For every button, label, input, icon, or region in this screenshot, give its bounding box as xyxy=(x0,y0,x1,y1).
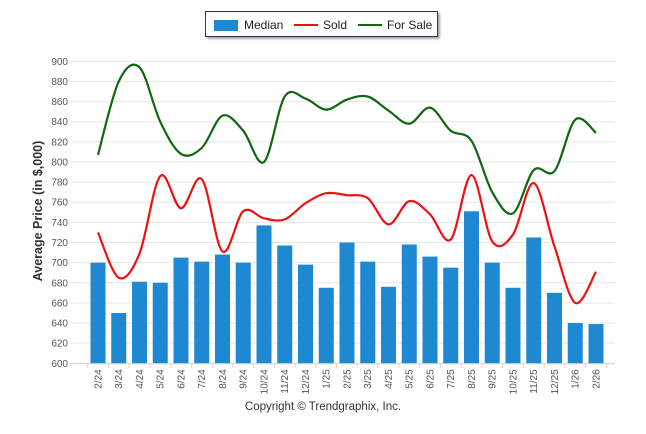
x-tick-label: 7/24 xyxy=(197,369,208,389)
median-bars xyxy=(90,211,604,364)
median-bar xyxy=(422,256,438,364)
x-tick-label: 1/26 xyxy=(571,369,582,389)
y-tick-label: 600 xyxy=(51,359,68,370)
median-bar xyxy=(235,262,251,364)
x-tick-label: 11/24 xyxy=(280,369,291,394)
median-bar xyxy=(318,287,334,364)
x-tick-label: 5/24 xyxy=(156,369,167,389)
y-tick-label: 860 xyxy=(51,97,68,108)
x-tick-label: 3/24 xyxy=(114,369,125,389)
median-bar xyxy=(567,323,583,364)
y-tick-label: 880 xyxy=(51,77,68,88)
y-tick-label: 800 xyxy=(51,157,68,168)
x-tick-label: 9/25 xyxy=(488,369,499,389)
for-sale-swatch-icon xyxy=(358,24,382,26)
median-bar xyxy=(256,225,272,364)
y-tick-label: 820 xyxy=(51,137,68,148)
y-tick-label: 740 xyxy=(51,218,68,229)
x-tick-label: 8/24 xyxy=(218,369,229,389)
sold-swatch-icon xyxy=(294,24,318,26)
median-bar xyxy=(152,282,168,364)
x-tick-label: 3/25 xyxy=(363,369,374,389)
median-bar xyxy=(111,312,127,364)
median-bar xyxy=(194,261,210,364)
x-tick-label: 1/25 xyxy=(322,369,333,389)
median-bar xyxy=(215,254,230,364)
y-tick-label: 640 xyxy=(51,319,68,330)
for-sale-line xyxy=(96,63,597,216)
y-axis-ticks: 600 620 640 660 680 700 720 740 760 780 800 820 840 8… xyxy=(51,57,68,370)
y-tick-label: 760 xyxy=(51,198,68,209)
x-tick-label: 10/25 xyxy=(509,369,520,394)
x-tick-label: 8/25 xyxy=(467,369,478,389)
median-swatch-icon xyxy=(214,20,238,31)
median-bar xyxy=(547,292,562,364)
median-bar xyxy=(277,245,293,364)
sold-line xyxy=(96,173,597,305)
y-tick-label: 660 xyxy=(51,298,68,309)
x-tick-label: 6/24 xyxy=(177,369,188,389)
median-bar xyxy=(401,244,417,364)
y-tick-label: 720 xyxy=(51,238,68,249)
copyright-text: Copyright © Trendgraphix, Inc. xyxy=(244,401,402,413)
x-tick-label: 12/25 xyxy=(550,369,561,394)
legend-label: Median xyxy=(244,18,284,32)
x-tick-label: 2/24 xyxy=(94,369,105,389)
series-lines xyxy=(96,63,597,305)
median-bar xyxy=(526,237,542,364)
median-bar xyxy=(505,287,521,364)
x-tick-label: 11/25 xyxy=(529,369,540,394)
x-tick-label: 4/25 xyxy=(384,369,395,389)
legend-label: For Sale xyxy=(387,18,433,32)
y-tick-label: 840 xyxy=(51,117,68,128)
x-tick-label: 6/25 xyxy=(426,369,437,389)
y-tick-label: 620 xyxy=(51,339,68,350)
median-bar xyxy=(339,242,355,364)
legend-label: Sold xyxy=(323,18,348,32)
legend: Median Sold For Sale xyxy=(205,11,438,37)
median-bar xyxy=(298,264,313,364)
median-bar xyxy=(381,286,396,364)
x-tick-label: 10/24 xyxy=(260,369,271,394)
x-tick-label: 2/25 xyxy=(343,369,354,389)
y-tick-label: 680 xyxy=(51,278,68,289)
median-bar xyxy=(443,267,459,364)
x-tick-label: 7/25 xyxy=(446,369,457,389)
x-tick-label: 12/24 xyxy=(301,369,312,394)
y-tick-label: 900 xyxy=(51,57,68,68)
x-tick-label: 5/25 xyxy=(405,369,416,389)
median-bar xyxy=(484,262,500,364)
x-tick-label: 2/26 xyxy=(592,369,603,389)
x-tick-label: 4/24 xyxy=(135,369,146,389)
y-tick-label: 780 xyxy=(51,178,68,189)
median-bar xyxy=(173,257,189,364)
median-bar xyxy=(360,261,376,364)
x-axis: 2/24 3/24 4/24 5/24 6/24 7/24 8/24 9/24 10/24 11/… xyxy=(70,363,615,394)
x-tick-label: 9/24 xyxy=(239,369,250,389)
y-axis-title: Average Price (in $,000) xyxy=(31,140,45,282)
median-bar xyxy=(464,211,479,364)
y-tick-label: 700 xyxy=(51,258,68,269)
median-bar xyxy=(90,262,106,364)
median-bar xyxy=(588,324,604,364)
median-bar xyxy=(132,281,147,364)
